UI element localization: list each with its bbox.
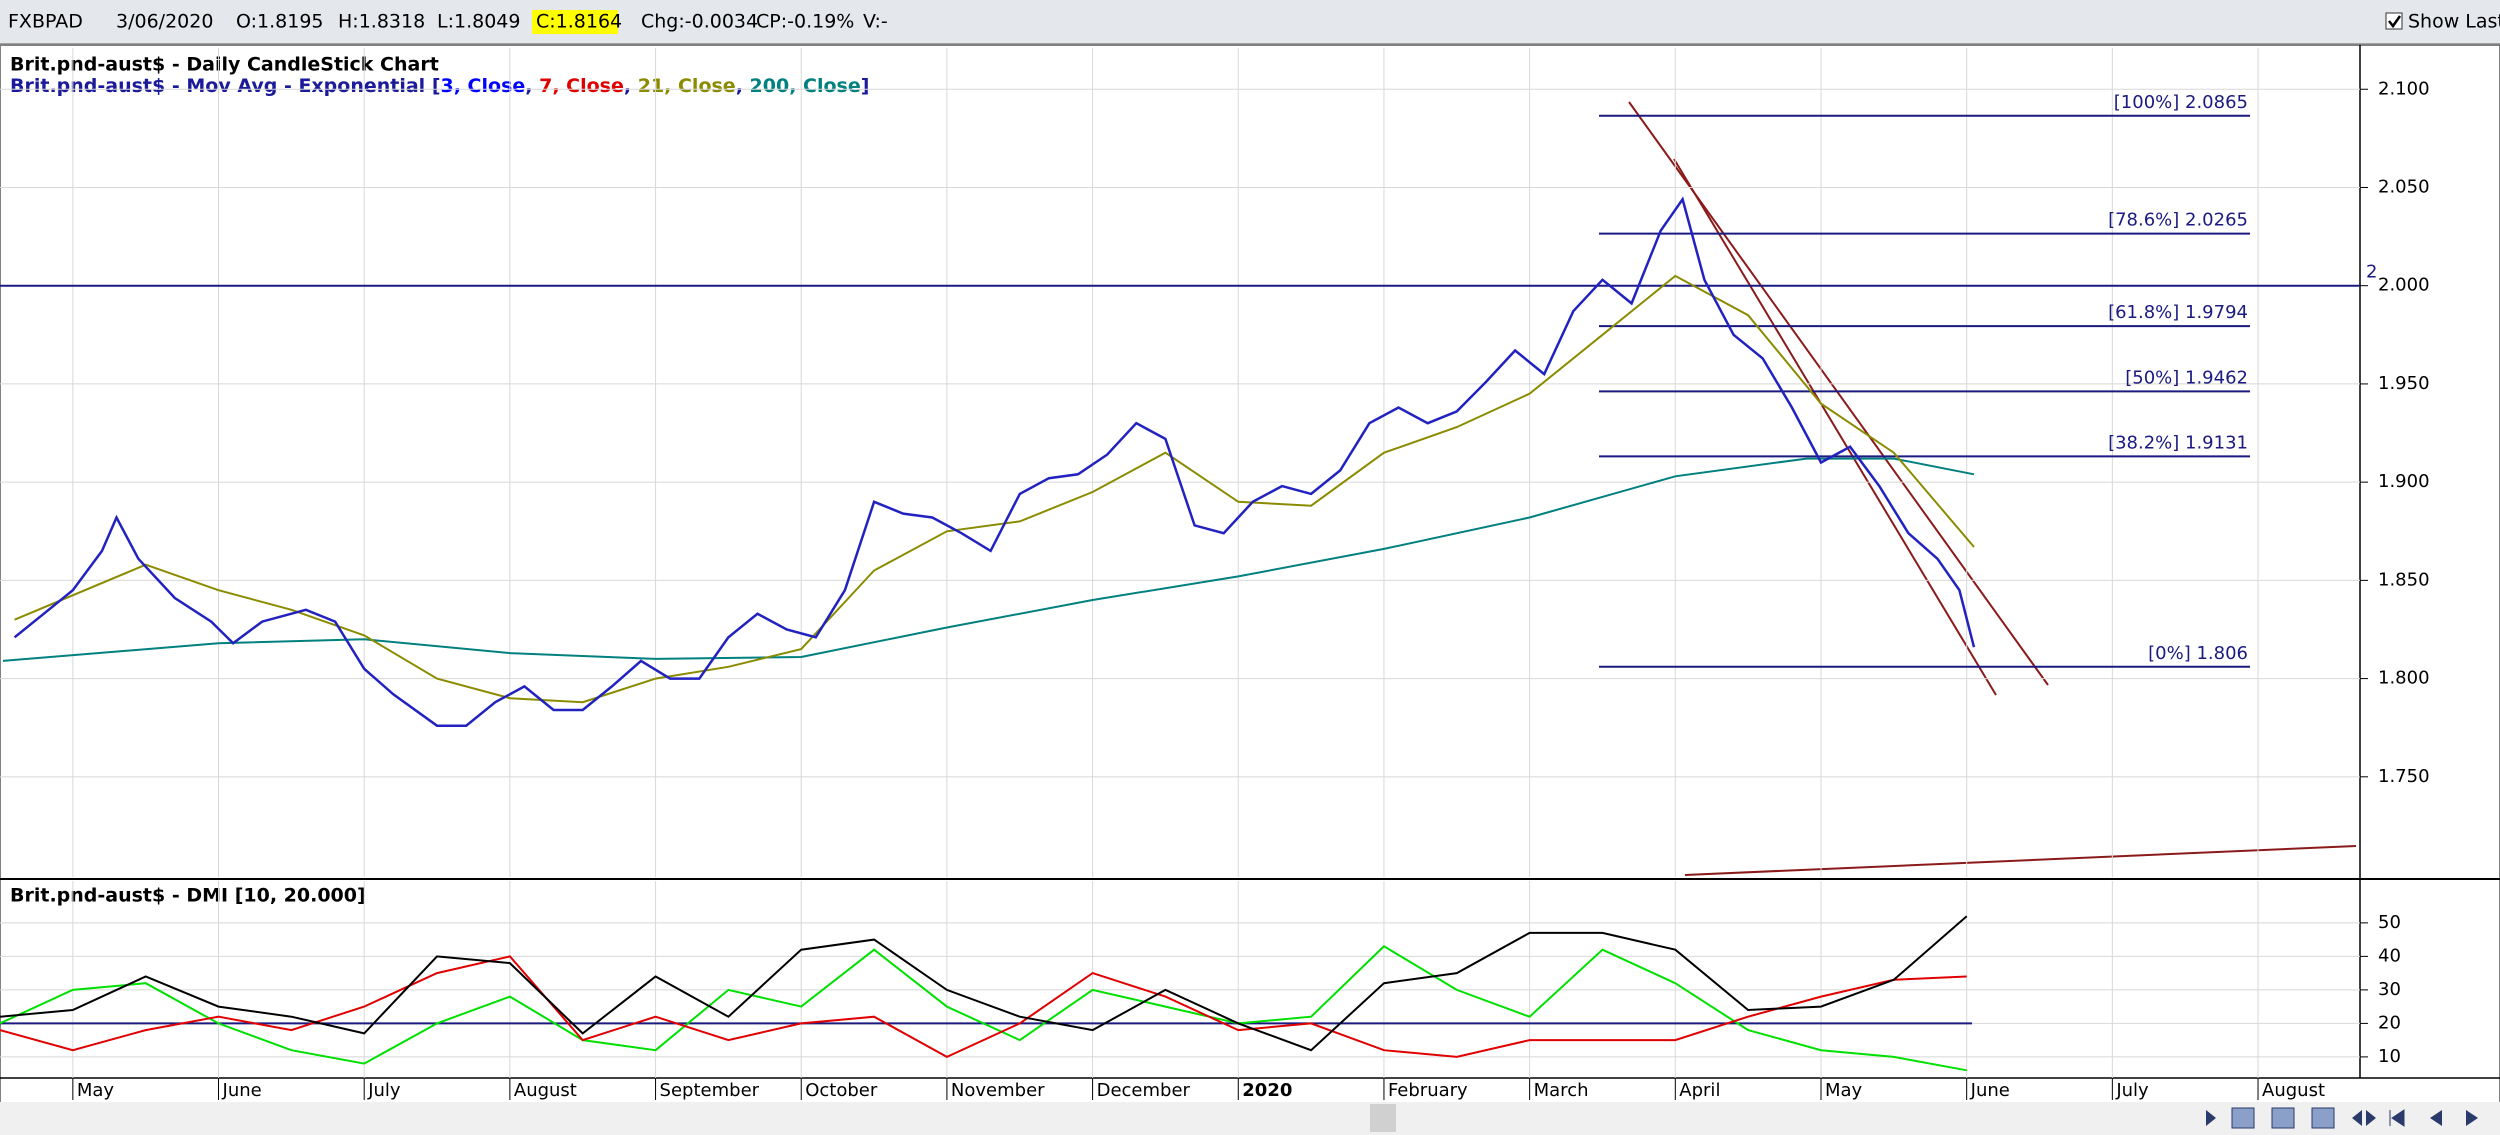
series-line <box>2 457 1975 662</box>
legend-part: , <box>525 75 539 97</box>
toolbar-field: C:1.8164 <box>536 11 622 33</box>
legend-part: 21, Close <box>638 75 736 97</box>
x-tick-label: December <box>1097 1080 1191 1101</box>
toolbar <box>0 0 2500 44</box>
legend-part: 200, Close <box>750 75 861 97</box>
zoom-button[interactable] <box>2231 1107 2255 1129</box>
y-tick-label: 40 <box>2378 945 2401 966</box>
x-tick-label: March <box>1534 1080 1589 1101</box>
nav-button[interactable] <box>2466 1110 2478 1126</box>
scrollbar <box>0 1102 2500 1135</box>
toolbar-field: L:1.8049 <box>437 11 520 33</box>
fib-label: [78.6%] 2.0265 <box>2108 210 2248 231</box>
legend-part: ] <box>861 75 870 97</box>
x-tick-label: June <box>222 1080 262 1101</box>
x-tick-label: November <box>951 1080 1045 1101</box>
legend-part: Brit.pnd-aust$ - Mov Avg - Exponential [ <box>10 75 441 97</box>
chart-frame <box>0 44 2500 1135</box>
toolbar-field: CP:-0.19% <box>756 11 854 33</box>
series-line <box>13 196 1976 727</box>
toolbar-field: 3/06/2020 <box>116 11 213 33</box>
checkbox-label: Show Last <box>2408 11 2500 33</box>
fib-label: [61.8%] 1.9794 <box>2108 302 2248 323</box>
trend-line <box>1684 845 2357 876</box>
fib-label: [0%] 1.806 <box>2148 643 2248 664</box>
y-tick-label: 20 <box>2378 1012 2401 1033</box>
x-tick-label: May <box>77 1080 115 1101</box>
y-tick-label: 1.800 <box>2378 668 2430 689</box>
y-tick-label: 1.950 <box>2378 373 2430 394</box>
y-tick-label: 2.050 <box>2378 176 2430 197</box>
nav-button[interactable] <box>2389 1109 2405 1127</box>
x-tick-label: May <box>1825 1080 1863 1101</box>
scroll-right[interactable] <box>2206 1110 2216 1126</box>
highlight-box <box>532 10 618 34</box>
fib-label: [50%] 1.9462 <box>2125 367 2248 388</box>
toolbar-field: O:1.8195 <box>236 11 324 33</box>
chart-title: Brit.pnd-aust$ - Daily CandleStick Chart <box>10 54 439 76</box>
toolbar-field: FXBPAD <box>8 11 83 33</box>
x-tick-label: July <box>2115 1080 2149 1101</box>
legend-part: 3, Close <box>441 75 526 97</box>
indicator-title: Brit.pnd-aust$ - DMI [10, 20.000] <box>10 885 366 907</box>
y-tick-label: 30 <box>2378 979 2401 1000</box>
channel-line <box>1673 158 1997 696</box>
legend-part: 7, Close <box>539 75 624 97</box>
x-tick-label: July <box>367 1080 401 1101</box>
x-tick-label: October <box>805 1080 878 1101</box>
nav-button[interactable] <box>2352 1110 2376 1126</box>
y-tick-label: 1.900 <box>2378 471 2430 492</box>
series-line <box>0 915 1968 1052</box>
series-line <box>0 955 1967 1059</box>
y-tick-label: 50 <box>2378 912 2401 933</box>
toolbar-field: V:- <box>863 11 888 33</box>
legend: Brit.pnd-aust$ - Mov Avg - Exponential [… <box>10 75 869 97</box>
x-tick-label: June <box>1970 1080 2010 1101</box>
fib-label: [100%] 2.0865 <box>2114 92 2248 113</box>
y-tick-label: 10 <box>2378 1046 2401 1067</box>
scroll-thumb[interactable] <box>1370 1104 1396 1132</box>
fib-label: [38.2%] 1.9131 <box>2108 432 2248 453</box>
x-tick-label: August <box>514 1080 577 1101</box>
legend-part: , <box>624 75 638 97</box>
x-tick-label: April <box>1679 1080 1720 1101</box>
series-line <box>0 945 1967 1072</box>
zoom-button[interactable] <box>2271 1107 2295 1129</box>
y-tick-label: 2.100 <box>2378 78 2430 99</box>
series-line <box>14 274 1975 704</box>
toolbar-field: Chg:-0.0034 <box>641 11 758 33</box>
x-tick-label: August <box>2262 1080 2325 1101</box>
nav-button[interactable] <box>2430 1110 2442 1126</box>
y-tick-label: 2.000 <box>2378 275 2430 296</box>
x-tick-label: February <box>1388 1080 1468 1101</box>
x-tick-label: 2020 <box>1242 1080 1292 1101</box>
x-tick-label: September <box>660 1080 760 1101</box>
legend-part: , <box>736 75 750 97</box>
toolbar-field: H:1.8318 <box>338 11 425 33</box>
zoom-button[interactable] <box>2311 1107 2335 1129</box>
y-tick-label: 1.850 <box>2378 569 2430 590</box>
y-tick-label: 1.750 <box>2378 766 2430 787</box>
level-label: 2 <box>2366 262 2377 283</box>
checkmark <box>2388 15 2402 29</box>
